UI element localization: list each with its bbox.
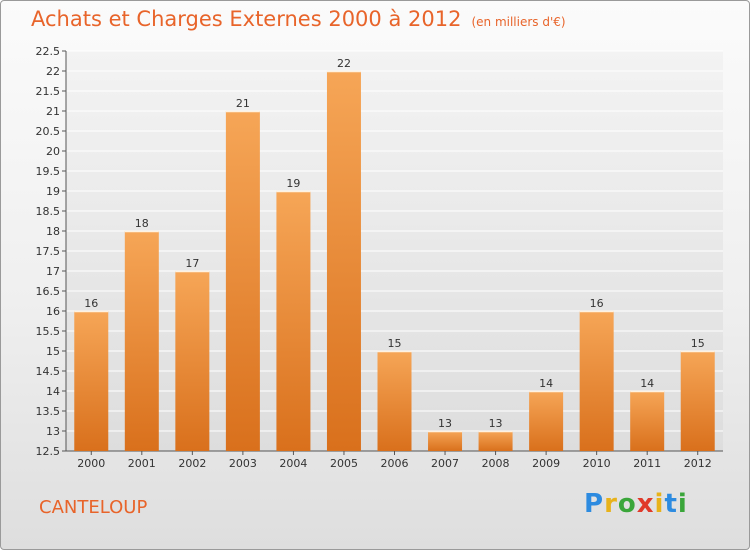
- chart-unit: (en milliers d'€): [471, 15, 566, 29]
- x-tick-label: 2007: [431, 457, 459, 470]
- y-tick-label: 18: [46, 225, 60, 238]
- data-label: 18: [135, 217, 149, 230]
- x-tick-label: 2010: [583, 457, 611, 470]
- bar: [428, 431, 463, 451]
- y-tick-label: 21.5: [36, 85, 61, 98]
- bar: [579, 311, 614, 451]
- data-label: 15: [691, 337, 705, 350]
- x-tick-label: 2012: [684, 457, 712, 470]
- logo-letter: t: [664, 489, 678, 519]
- y-tick-label: 13: [46, 425, 60, 438]
- x-tick-label: 2009: [532, 457, 560, 470]
- data-label: 21: [236, 97, 250, 110]
- data-label: 14: [640, 377, 654, 390]
- data-label: 13: [489, 417, 503, 430]
- y-tick-label: 20: [46, 145, 60, 158]
- y-tick-label: 16: [46, 305, 60, 318]
- data-label: 22: [337, 57, 351, 70]
- x-tick-label: 2003: [229, 457, 257, 470]
- data-label: 16: [84, 297, 98, 310]
- logo-letter: o: [617, 489, 637, 519]
- data-label: 19: [286, 177, 300, 190]
- data-label: 15: [388, 337, 402, 350]
- logo-letter: x: [636, 489, 655, 519]
- y-tick-label: 15: [46, 345, 60, 358]
- y-tick-label: 17: [46, 265, 60, 278]
- y-tick-label: 16.5: [36, 285, 61, 298]
- bar: [124, 231, 159, 451]
- y-tick-label: 19: [46, 185, 60, 198]
- bar: [74, 311, 109, 451]
- x-tick-label: 2006: [381, 457, 409, 470]
- x-tick-label: 2002: [178, 457, 206, 470]
- data-label: 13: [438, 417, 452, 430]
- logo-letter: i: [677, 489, 688, 519]
- logo-letter: i: [654, 489, 665, 519]
- y-tick-label: 12.5: [36, 445, 61, 458]
- bar: [529, 391, 564, 451]
- x-tick-label: 2008: [482, 457, 510, 470]
- y-tick-label: 15.5: [36, 325, 61, 338]
- y-tick-label: 22: [46, 65, 60, 78]
- bar: [630, 391, 665, 451]
- chart-title-text: Achats et Charges Externes 2000 à 2012: [31, 7, 462, 31]
- bar: [478, 431, 513, 451]
- bar: [326, 71, 361, 451]
- bar: [377, 351, 412, 451]
- x-tick-label: 2004: [279, 457, 307, 470]
- y-tick-label: 18.5: [36, 205, 61, 218]
- data-label: 16: [590, 297, 604, 310]
- bar: [276, 191, 311, 451]
- y-tick-label: 14.5: [36, 365, 61, 378]
- y-tick-label: 21: [46, 105, 60, 118]
- bar: [680, 351, 715, 451]
- x-tick-label: 2011: [633, 457, 661, 470]
- bar: [225, 111, 260, 451]
- x-tick-label: 2001: [128, 457, 156, 470]
- y-tick-label: 22.5: [36, 45, 61, 58]
- x-tick-label: 2000: [77, 457, 105, 470]
- logo-letter: r: [604, 489, 618, 519]
- y-tick-label: 20.5: [36, 125, 61, 138]
- y-tick-label: 13.5: [36, 405, 61, 418]
- y-tick-label: 19.5: [36, 165, 61, 178]
- x-tick-label: 2005: [330, 457, 358, 470]
- y-tick-label: 14: [46, 385, 60, 398]
- proxiti-logo: Proxiti: [584, 489, 688, 519]
- data-label: 17: [185, 257, 199, 270]
- commune-name: CANTELOUP: [39, 497, 148, 518]
- y-tick-label: 17.5: [36, 245, 61, 258]
- bar: [175, 271, 210, 451]
- chart-title: Achats et Charges Externes 2000 à 2012 (e…: [31, 7, 566, 31]
- logo-letter: P: [584, 489, 605, 519]
- data-label: 14: [539, 377, 553, 390]
